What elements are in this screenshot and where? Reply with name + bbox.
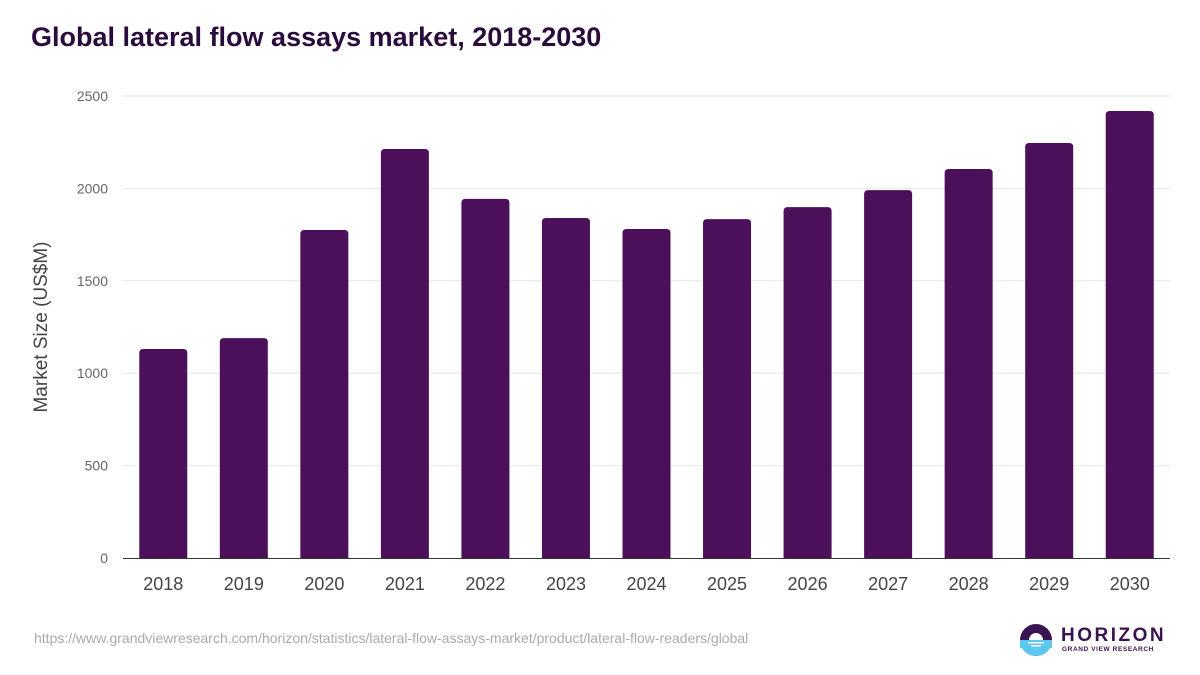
bar-2029 — [1025, 142, 1074, 558]
horizon-logo-icon — [1020, 624, 1052, 656]
horizon-logo: HORIZON GRAND VIEW RESEARCH — [1019, 622, 1164, 658]
y-tick-label: 500 — [85, 458, 109, 474]
bar-2030 — [1105, 110, 1154, 558]
x-tick-label: 2018 — [143, 574, 183, 594]
bar-2027 — [864, 190, 913, 558]
x-tick-label: 2021 — [385, 574, 425, 594]
x-tick-label: 2022 — [465, 574, 505, 594]
y-tick-label: 1000 — [77, 365, 108, 381]
y-tick-label: 2500 — [77, 88, 108, 104]
x-tick-label: 2025 — [707, 574, 747, 594]
source-url[interactable]: https://www.grandviewresearch.com/horizo… — [34, 630, 749, 646]
logo-text: HORIZON — [1061, 625, 1167, 646]
bar-2026 — [783, 207, 832, 558]
bar-2021 — [380, 149, 429, 558]
chart-title: Global lateral flow assays market, 2018-… — [31, 22, 602, 52]
x-tick-label: 2026 — [788, 574, 828, 594]
x-tick-label: 2030 — [1110, 574, 1150, 594]
bar-2018 — [139, 348, 188, 558]
bar-2020 — [300, 229, 349, 559]
x-tick-label: 2020 — [304, 574, 344, 594]
bar-2024 — [622, 229, 671, 558]
bar-2019 — [219, 338, 268, 558]
y-tick-label: 2000 — [77, 180, 108, 196]
x-tick-label: 2024 — [626, 574, 666, 594]
y-axis-label: Market Size (US$M) — [31, 241, 52, 412]
bar-2023 — [541, 217, 590, 558]
bar-2028 — [944, 168, 993, 558]
x-tick-label: 2029 — [1029, 574, 1069, 594]
y-tick-label: 1500 — [77, 273, 108, 289]
bar-2022 — [461, 198, 510, 558]
x-tick-label: 2019 — [224, 574, 264, 594]
logo-subtext: GRAND VIEW RESEARCH — [1062, 646, 1154, 653]
y-tick-label: 0 — [100, 550, 108, 566]
x-tick-label: 2028 — [949, 574, 989, 594]
x-tick-label: 2027 — [868, 574, 908, 594]
bar-2025 — [703, 219, 752, 559]
x-tick-label: 2023 — [546, 574, 586, 594]
